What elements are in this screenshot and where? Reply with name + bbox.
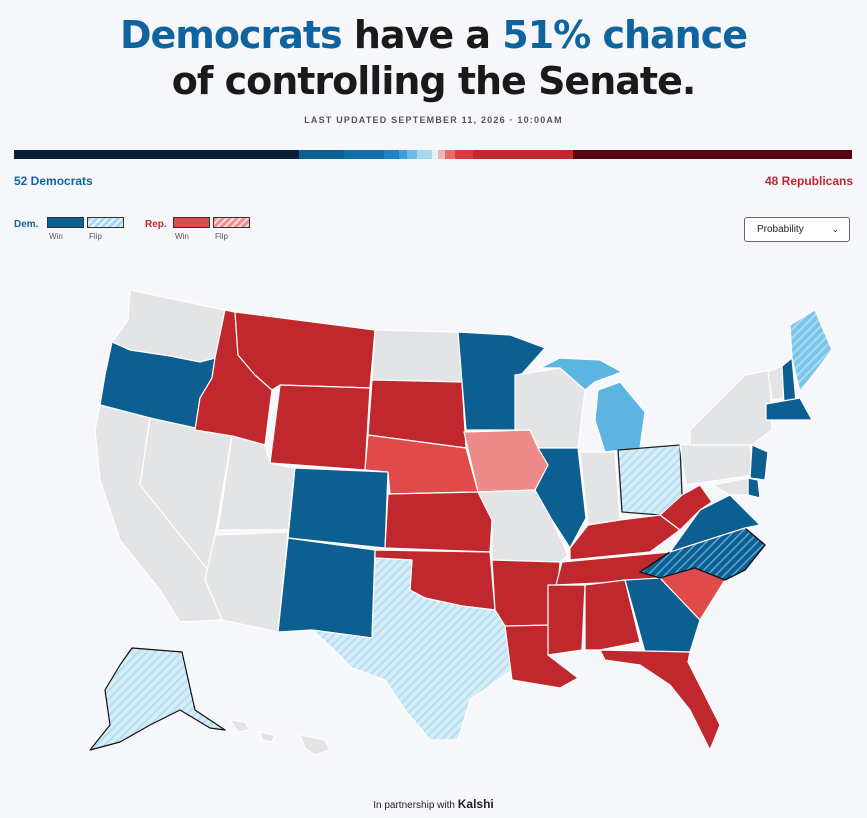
bar-seg: [299, 150, 344, 159]
state-WV[interactable]: [659, 484, 713, 531]
headline-line-1: Democrats have a 51% chance: [0, 12, 867, 58]
headline-party: Democrats: [119, 13, 343, 57]
state-TX[interactable]: [311, 557, 513, 741]
legend-rep-win-label: Win: [175, 232, 189, 241]
state-NM[interactable]: [277, 537, 376, 639]
state-ME[interactable]: [789, 309, 833, 393]
chevron-down-icon: ⌄: [831, 224, 839, 234]
state-MA[interactable]: [765, 397, 813, 421]
bar-seg: [438, 150, 445, 159]
bar-seg: [473, 150, 573, 159]
senate-forecast-map: [89, 289, 833, 756]
state-MI[interactable]: [594, 381, 646, 453]
seat-probability-bar: [14, 150, 852, 159]
legend-dem-flip-swatch: [87, 217, 124, 228]
view-mode-value: Probability: [757, 224, 804, 235]
state-NJ[interactable]: [749, 444, 769, 481]
legend-rep-flip-label: Flip: [215, 232, 228, 241]
bar-seg: [384, 150, 399, 159]
state-HI[interactable]: [229, 719, 331, 756]
state-FL[interactable]: [599, 649, 721, 751]
bar-seg: [14, 150, 299, 159]
state-CO[interactable]: [287, 467, 389, 549]
headline-line-2: of controlling the Senate.: [171, 59, 697, 103]
last-updated: LAST UPDATED SEPTEMBER 11, 2026 · 10:00A…: [304, 115, 563, 125]
headline-probability: 51% chance: [502, 13, 748, 57]
state-GA[interactable]: [624, 577, 701, 653]
legend-dem-win-label: Win: [49, 232, 63, 241]
bar-seg: [417, 150, 432, 159]
state-ND[interactable]: [371, 329, 463, 383]
bar-seg: [573, 150, 852, 159]
bar-seg: [445, 150, 455, 159]
kalshi-logo[interactable]: Kalshi: [457, 797, 494, 811]
state-VA[interactable]: [669, 494, 761, 553]
rep-seat-total: 48 Republicans: [764, 174, 853, 188]
state-MI-upper[interactable]: [539, 357, 623, 391]
legend-rep-win-swatch: [173, 217, 210, 228]
state-MS[interactable]: [547, 584, 586, 656]
state-AK[interactable]: [89, 647, 226, 751]
bar-seg: [407, 150, 417, 159]
state-KS[interactable]: [384, 491, 493, 553]
dem-seat-total: 52 Democrats: [14, 174, 93, 188]
state-MD[interactable]: [711, 477, 749, 496]
legend-dem-flip-label: Flip: [89, 232, 102, 241]
bar-seg: [399, 150, 407, 159]
state-NY[interactable]: [689, 369, 773, 446]
state-AZ[interactable]: [204, 531, 289, 633]
bar-seg: [455, 150, 473, 159]
state-IL[interactable]: [534, 447, 587, 549]
footer-partnership: In partnership with Kalshi: [0, 797, 867, 811]
headline: Democrats have a 51% chance of controlli…: [0, 12, 867, 104]
bar-seg: [344, 150, 384, 159]
view-mode-select[interactable]: Probability ⌄: [744, 217, 850, 242]
state-AL[interactable]: [584, 579, 641, 651]
headline-connector: have a: [341, 13, 503, 57]
legend-dem-win-swatch: [47, 217, 84, 228]
footer-prefix: In partnership with: [373, 800, 455, 811]
state-DE[interactable]: [747, 477, 761, 499]
state-WY[interactable]: [269, 384, 371, 471]
legend-dem-label: Dem.: [14, 219, 39, 230]
legend-rep-flip-swatch: [213, 217, 250, 228]
legend-rep-label: Rep.: [145, 219, 167, 230]
bar-seg: [432, 150, 438, 159]
